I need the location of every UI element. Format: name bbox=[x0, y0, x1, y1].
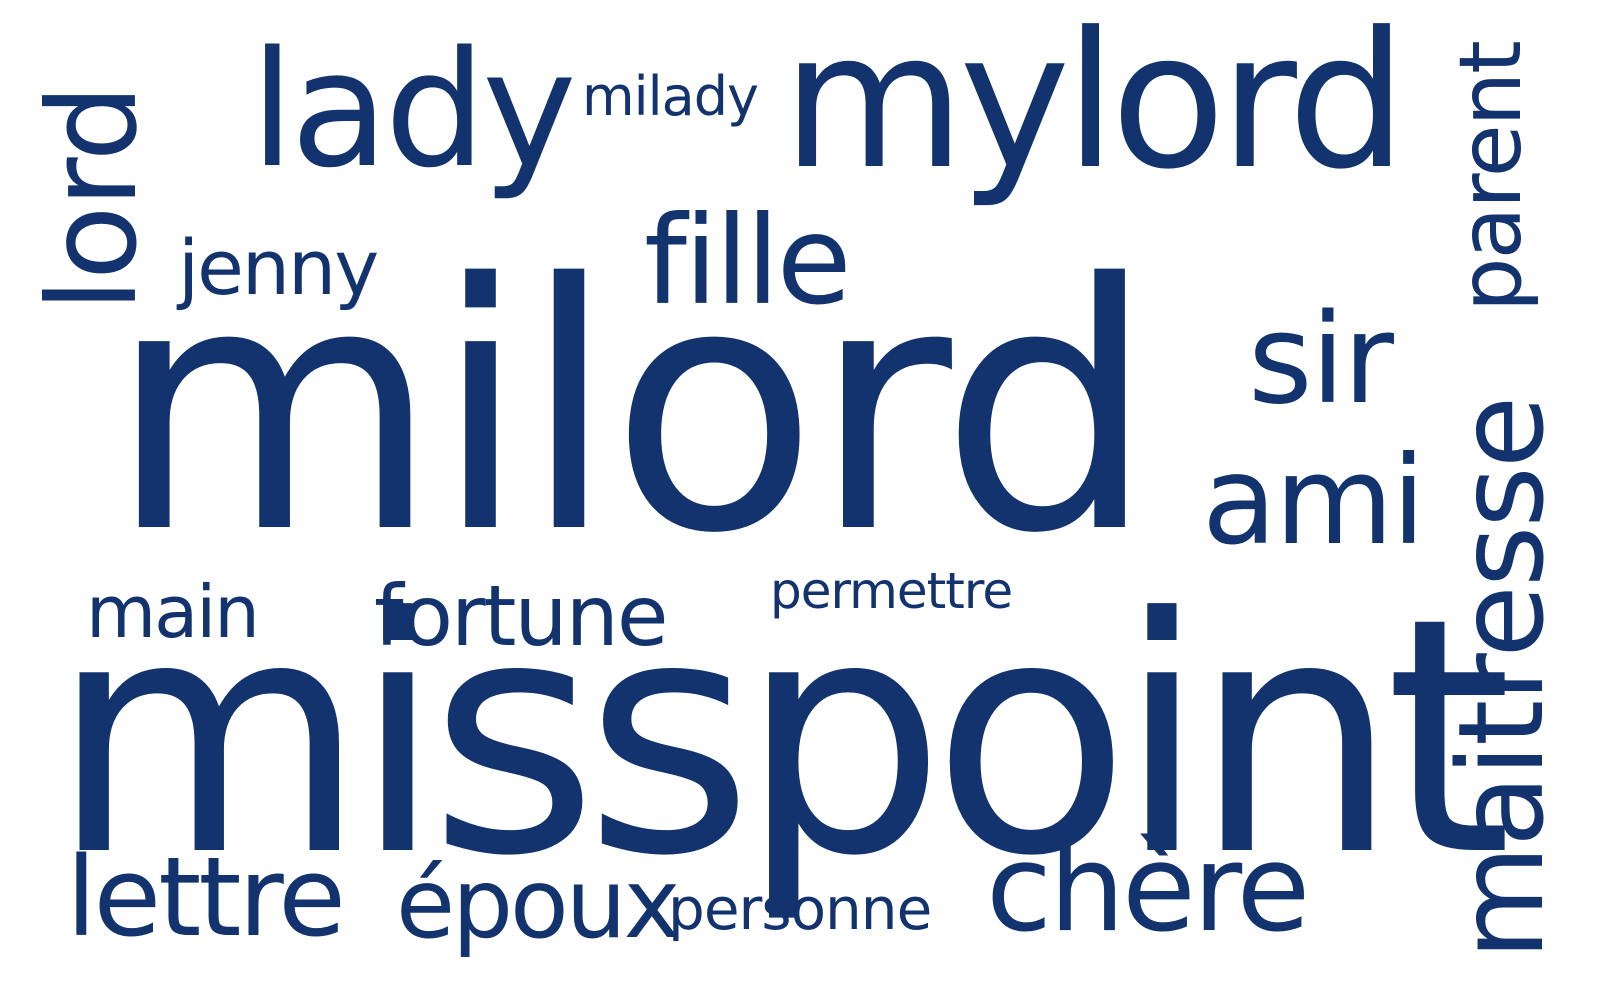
word-chere: chère bbox=[986, 820, 1310, 959]
word-lord: lord bbox=[22, 86, 164, 312]
word-personne: personne bbox=[668, 875, 932, 943]
word-milord: milord bbox=[108, 212, 1156, 608]
word-lady: lady bbox=[250, 16, 577, 203]
word-parent: parent bbox=[1441, 42, 1541, 312]
word-permettre: permettre bbox=[770, 562, 1013, 620]
word-milady: milady bbox=[582, 65, 759, 128]
word-epoux: époux bbox=[396, 848, 680, 960]
word-maitresse: maitresse bbox=[1432, 397, 1570, 960]
word-ami: ami bbox=[1202, 430, 1425, 572]
word-fortune: fortune bbox=[374, 567, 669, 665]
word-sir: sir bbox=[1248, 288, 1394, 432]
word-lettre: lettre bbox=[66, 833, 346, 961]
word-fille: fille bbox=[644, 190, 852, 332]
word-main: main bbox=[86, 570, 260, 654]
word-mylord: mylord bbox=[782, 0, 1407, 211]
word-jenny: jenny bbox=[178, 223, 379, 312]
word-misspoint: misspoint bbox=[50, 548, 1512, 927]
